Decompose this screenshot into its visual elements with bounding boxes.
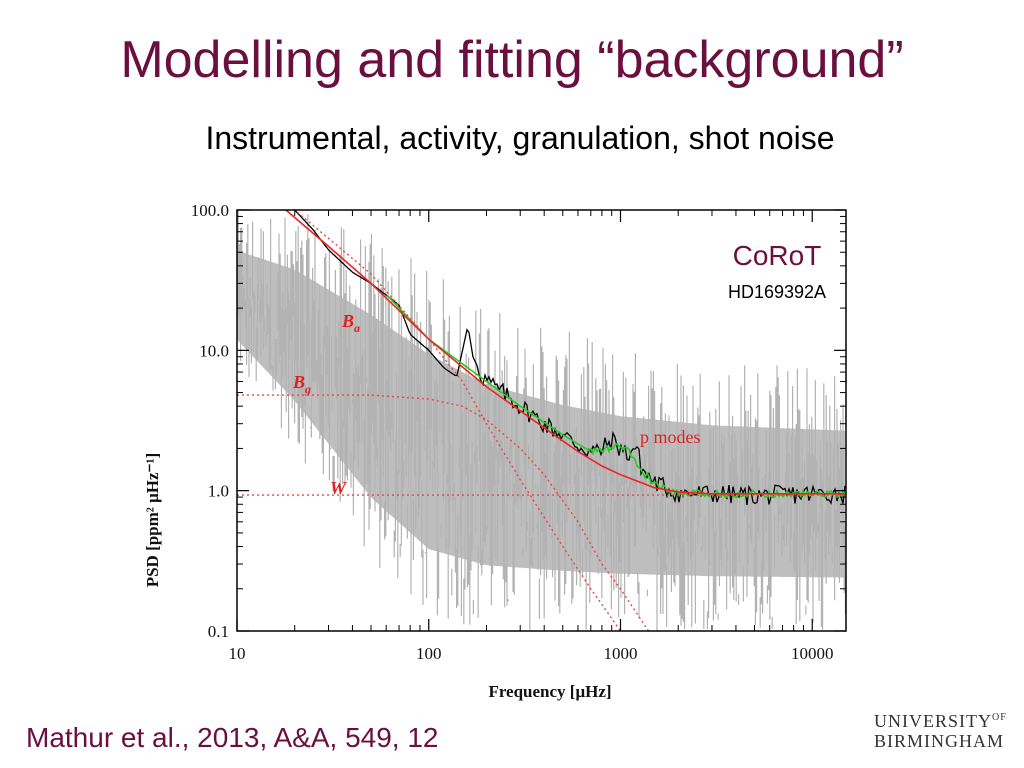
logo-line1: UNIVERSITY [874,711,992,731]
corot-label: CoRoT [733,240,822,271]
y-tick-label: 100.0 [191,201,229,220]
star-label: HD169392A [728,282,826,302]
x-tick-label: 100 [416,644,442,663]
logo-line1-sup: OF [992,712,1007,723]
series-smoothed-spectrum [294,210,846,505]
slide-title: Modelling and fitting “background” [120,31,904,89]
ylabel: PSD [ppm² μHz⁻¹] [143,453,162,588]
p-modes-label: p modes [640,427,701,447]
university-logo: UNIVERSITYOF BIRMINGHAM [874,712,1014,750]
citation: Mathur et al., 2013, A&A, 549, 12 [26,722,439,753]
series-b-g-component [237,394,650,631]
slide-subtitle: Instrumental, activity, granulation, sho… [205,120,835,156]
x-tick-label: 10000 [791,644,834,663]
x-tick-label: 10 [229,644,246,663]
xlabel: Frequency [μHz] [488,682,611,701]
bg-label: Bg [292,372,311,396]
series-fitted-model-green- [386,294,846,499]
psd-chart: 10 100 1000 10000 0.1 1.0 10.0 100.0 PSD [ppm² … [143,201,847,701]
ba-label: Ba [341,311,360,335]
y-tick-label: 0.1 [208,622,229,641]
y-tick-label: 1.0 [208,482,229,501]
series-b-a-component [293,210,622,631]
w-label: W [330,478,348,498]
raw-spectrum-band [237,250,845,578]
logo-line2: BIRMINGHAM [874,731,1005,751]
y-tick-label: 10.0 [199,341,229,360]
plot-frame [236,209,847,632]
series-total-background-fit [285,210,846,495]
x-tick-label: 1000 [603,644,637,663]
